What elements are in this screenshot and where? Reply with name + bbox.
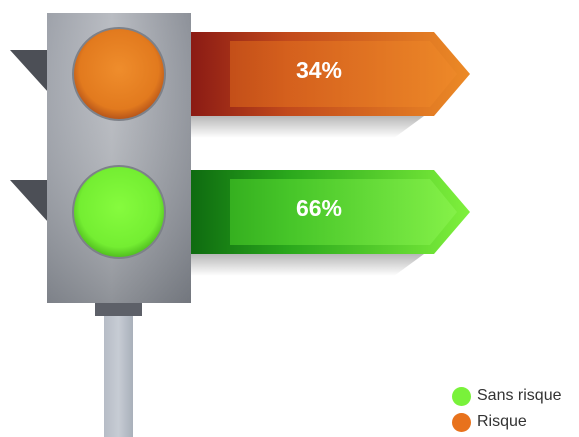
lamp-risque <box>74 29 164 119</box>
data-label-risque: 34% <box>296 57 342 83</box>
legend: Sans risque Risque <box>452 383 562 435</box>
bar-face-sans-risque <box>230 179 457 245</box>
traffic-light-collar <box>95 302 142 316</box>
visor-left-top <box>10 50 48 92</box>
visor-left-bottom <box>10 180 48 222</box>
bar-shadow-sans-risque <box>190 254 424 276</box>
legend-label-risque: Risque <box>477 413 527 430</box>
bar-face-risque <box>230 41 457 107</box>
legend-item-risque: Risque <box>452 409 562 435</box>
legend-label-sans-risque: Sans risque <box>477 387 562 404</box>
bars-group: 34% 66% <box>190 32 470 276</box>
legend-swatch-sans-risque <box>452 386 471 406</box>
data-label-sans-risque: 66% <box>296 195 342 221</box>
traffic-light-pole <box>104 310 133 437</box>
legend-swatch-risque <box>452 412 471 432</box>
bar-shadow-risque <box>190 116 424 138</box>
legend-item-sans-risque: Sans risque <box>452 383 562 409</box>
lamps-group <box>72 27 166 259</box>
lamp-sans-risque <box>74 167 164 257</box>
